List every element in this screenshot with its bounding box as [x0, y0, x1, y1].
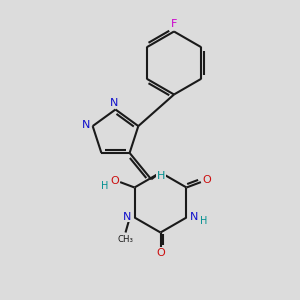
- Text: O: O: [202, 175, 211, 185]
- Text: CH₃: CH₃: [118, 236, 134, 244]
- Text: F: F: [171, 19, 177, 29]
- Text: N: N: [110, 98, 118, 108]
- Text: H: H: [101, 181, 108, 191]
- Text: H: H: [157, 171, 165, 181]
- Text: N: N: [123, 212, 131, 222]
- Text: O: O: [156, 248, 165, 259]
- Text: N: N: [82, 120, 90, 130]
- Text: H: H: [200, 215, 207, 226]
- Text: N: N: [190, 212, 198, 222]
- Text: O: O: [110, 176, 119, 186]
